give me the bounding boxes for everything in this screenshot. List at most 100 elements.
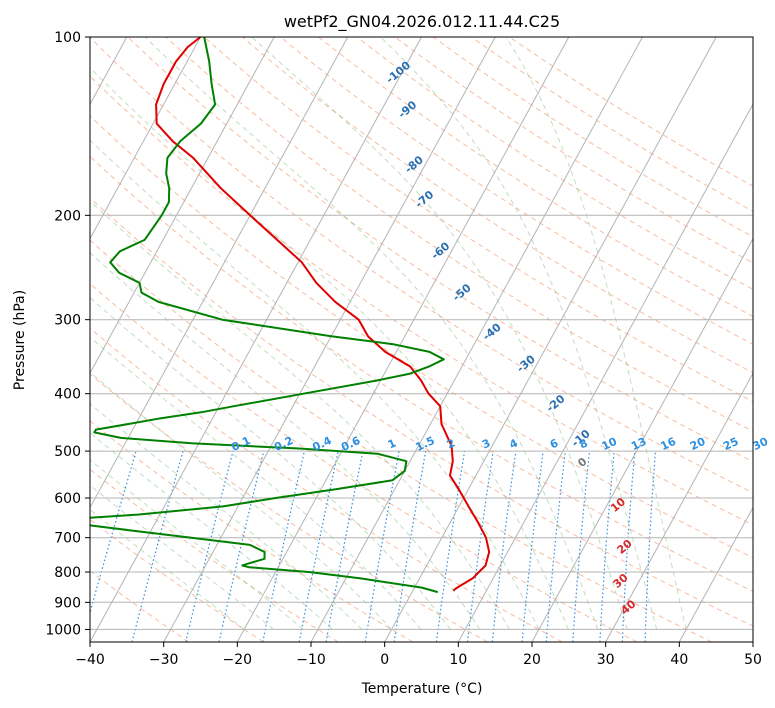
moist-adiabat bbox=[90, 484, 274, 630]
dry-adiabat-label: -80 bbox=[402, 153, 426, 176]
x-tick-label: 20 bbox=[523, 652, 541, 668]
isotherm bbox=[90, 37, 201, 240]
mixing-ratio-line bbox=[491, 451, 517, 642]
dry-adiabat-label: -40 bbox=[480, 320, 504, 343]
dry-adiabats bbox=[90, 37, 753, 642]
dry-adiabat-label: -60 bbox=[429, 239, 453, 262]
y-tick-label: 800 bbox=[54, 565, 81, 581]
mixing-ratio-line bbox=[90, 450, 137, 615]
moist-adiabat-label: 20 bbox=[615, 537, 635, 557]
moist-adiabat bbox=[380, 37, 658, 630]
dry-adiabat bbox=[90, 75, 753, 526]
dry-adiabat bbox=[90, 239, 712, 642]
mixing-ratio-label: 20 bbox=[688, 435, 708, 453]
x-axis-ticks: −40 −30 −20 −10 0 10 20 30 40 50 bbox=[75, 642, 762, 668]
y-tick-label: 700 bbox=[54, 531, 81, 547]
x-tick-label: 10 bbox=[449, 652, 467, 668]
dry-adiabat bbox=[509, 37, 753, 187]
isotherms bbox=[90, 37, 753, 642]
isotherm bbox=[236, 37, 570, 642]
isotherm bbox=[310, 37, 643, 642]
moist-adiabat bbox=[90, 509, 245, 630]
isotherm bbox=[531, 237, 753, 642]
mixing-ratio-label: 1 bbox=[386, 436, 398, 451]
dry-adiabat bbox=[356, 37, 753, 290]
dry-adiabat bbox=[318, 37, 753, 318]
dry-adiabat bbox=[90, 37, 753, 494]
x-tick-label: 0 bbox=[380, 652, 389, 668]
mixing-ratio-line bbox=[393, 450, 427, 642]
isotherm bbox=[678, 506, 753, 642]
moist-adiabat bbox=[90, 67, 569, 630]
mixing-ratio-label: 2 bbox=[445, 436, 457, 451]
y-tick-label: 100 bbox=[54, 30, 81, 46]
moist-adiabat bbox=[505, 37, 687, 630]
mixing-ratio-label: 10 bbox=[600, 435, 620, 453]
mixing-ratio-line bbox=[185, 450, 234, 642]
mixing-ratio-line bbox=[572, 451, 591, 642]
dry-adiabat bbox=[90, 197, 753, 627]
mixing-ratio-label: 30 bbox=[751, 435, 771, 453]
x-tick-label: −20 bbox=[223, 652, 253, 668]
mixing-ratio-line bbox=[466, 451, 494, 642]
dewpoint-profile bbox=[90, 37, 445, 594]
moist-adiabat bbox=[90, 459, 304, 630]
y-tick-label: 600 bbox=[54, 491, 81, 507]
dry-adiabat bbox=[241, 37, 753, 374]
isotherm bbox=[384, 37, 717, 642]
dry-adiabat bbox=[90, 468, 339, 642]
moist-adiabat bbox=[90, 139, 540, 630]
moist-adiabat bbox=[90, 403, 363, 630]
chart-title: wetPf2_GN04.2026.012.11.44.C25 bbox=[284, 12, 560, 32]
x-tick-label: 40 bbox=[670, 652, 688, 668]
mixing-ratio-line bbox=[435, 451, 466, 642]
x-axis-label: Temperature (°C) bbox=[361, 681, 483, 697]
x-tick-label: 30 bbox=[597, 652, 615, 668]
dry-adiabat bbox=[90, 518, 264, 642]
dry-adiabat bbox=[90, 373, 488, 642]
y-tick-label: 500 bbox=[54, 444, 81, 460]
moist-adiabats bbox=[90, 37, 687, 630]
x-tick-label: −40 bbox=[75, 652, 105, 668]
moist-adiabat bbox=[144, 37, 599, 630]
mixing-ratio-line bbox=[521, 451, 544, 642]
x-tick-label: −30 bbox=[149, 652, 179, 668]
y-tick-label: 900 bbox=[54, 595, 81, 611]
moist-adiabat bbox=[251, 37, 628, 630]
mixing-ratio-line bbox=[545, 451, 566, 642]
y-tick-label: 400 bbox=[54, 387, 81, 403]
y-tick-label: 300 bbox=[54, 313, 81, 329]
mixing-ratio-line bbox=[218, 450, 265, 642]
isotherm bbox=[90, 37, 422, 642]
dry-adiabat bbox=[90, 115, 753, 559]
x-tick-label: −10 bbox=[296, 652, 326, 668]
mixing-ratio-label: 13 bbox=[629, 435, 648, 453]
plot-frame bbox=[89, 36, 754, 643]
mixing-ratio-lines bbox=[90, 450, 657, 642]
isotherm bbox=[163, 37, 496, 642]
y-tick-label: 1000 bbox=[45, 622, 81, 638]
y-tick-label: 200 bbox=[54, 208, 81, 224]
dry-adiabat bbox=[90, 282, 638, 642]
y-axis-label: Pressure (hPa) bbox=[12, 290, 28, 390]
isotherm bbox=[90, 37, 275, 375]
dry-adiabat bbox=[165, 37, 753, 432]
moist-adiabat-label: 30 bbox=[611, 571, 631, 591]
moist-adiabat-label: 0 bbox=[575, 455, 589, 470]
y-axis-ticks: 100 200 300 400 500 600 700 800 900 1000 bbox=[45, 30, 90, 638]
isobars bbox=[90, 37, 753, 630]
dry-adiabat-label: -20 bbox=[544, 392, 568, 415]
mixing-ratio-label: 4 bbox=[507, 436, 520, 451]
moist-adiabat bbox=[90, 252, 481, 630]
isotherm bbox=[457, 103, 753, 642]
profile-lines bbox=[90, 37, 491, 594]
mixing-ratio-label: 6 bbox=[548, 436, 561, 451]
x-tick-label: 50 bbox=[744, 652, 762, 668]
dry-adiabat bbox=[90, 155, 753, 592]
dry-adiabat-label: -50 bbox=[450, 281, 474, 304]
dry-adiabat bbox=[90, 570, 190, 642]
moist-adiabat bbox=[90, 371, 392, 630]
dry-adiabat bbox=[394, 37, 753, 264]
mixing-ratio-label: 25 bbox=[721, 435, 740, 453]
